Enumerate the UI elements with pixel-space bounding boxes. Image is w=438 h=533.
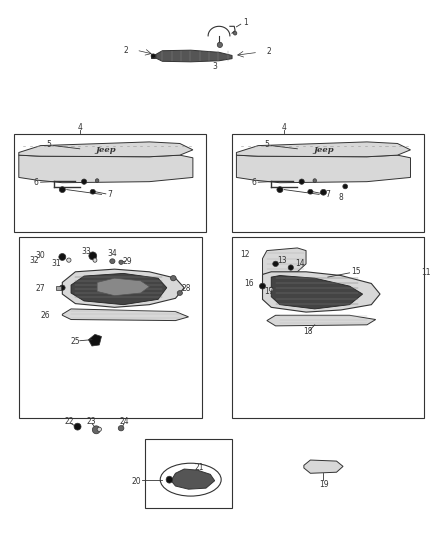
Ellipse shape: [81, 179, 87, 184]
Ellipse shape: [67, 258, 71, 262]
Text: 24: 24: [119, 417, 129, 426]
Ellipse shape: [277, 187, 283, 192]
Bar: [145, 439, 232, 508]
Ellipse shape: [288, 265, 293, 270]
Text: 5: 5: [47, 140, 52, 149]
Text: 16: 16: [245, 279, 254, 288]
Text: 28: 28: [182, 284, 191, 293]
Bar: [232, 237, 424, 418]
Ellipse shape: [269, 287, 273, 292]
Bar: [232, 134, 424, 232]
Text: 31: 31: [51, 260, 60, 268]
Ellipse shape: [119, 260, 123, 264]
Text: 30: 30: [35, 252, 46, 261]
Ellipse shape: [217, 42, 223, 47]
Ellipse shape: [308, 189, 313, 194]
Text: 27: 27: [36, 284, 46, 293]
Text: Jeep: Jeep: [95, 146, 116, 154]
Polygon shape: [262, 248, 306, 274]
Polygon shape: [237, 142, 410, 157]
Polygon shape: [267, 316, 376, 326]
Ellipse shape: [110, 259, 115, 264]
Text: 32: 32: [29, 256, 39, 265]
Ellipse shape: [151, 54, 155, 58]
Ellipse shape: [92, 426, 100, 434]
Text: 34: 34: [107, 249, 117, 258]
Text: 6: 6: [34, 178, 39, 187]
Polygon shape: [237, 155, 410, 183]
Text: 6: 6: [251, 178, 256, 187]
Polygon shape: [56, 286, 61, 290]
Ellipse shape: [299, 179, 304, 184]
Ellipse shape: [118, 425, 124, 431]
Ellipse shape: [321, 189, 326, 195]
Polygon shape: [271, 276, 363, 309]
Polygon shape: [71, 273, 167, 305]
Text: 11: 11: [421, 268, 431, 277]
Text: 33: 33: [81, 247, 91, 256]
Polygon shape: [88, 334, 102, 346]
Polygon shape: [62, 309, 188, 320]
Text: 13: 13: [277, 256, 287, 265]
Polygon shape: [304, 460, 343, 473]
Text: Jeep: Jeep: [313, 146, 334, 154]
Text: 17: 17: [264, 287, 274, 296]
Text: 20: 20: [131, 477, 141, 486]
Polygon shape: [97, 278, 149, 296]
Ellipse shape: [60, 285, 65, 290]
Text: 25: 25: [71, 337, 80, 346]
Polygon shape: [171, 469, 215, 489]
Ellipse shape: [90, 189, 95, 194]
Ellipse shape: [233, 31, 237, 35]
Text: 7: 7: [325, 190, 330, 199]
Ellipse shape: [273, 261, 279, 266]
Text: 22: 22: [64, 417, 74, 426]
Polygon shape: [262, 272, 380, 312]
Text: 3: 3: [212, 62, 217, 70]
Ellipse shape: [313, 179, 317, 182]
Polygon shape: [62, 269, 184, 308]
Ellipse shape: [170, 276, 176, 281]
Text: 23: 23: [87, 417, 96, 426]
Ellipse shape: [259, 283, 265, 289]
Ellipse shape: [166, 476, 173, 483]
Ellipse shape: [89, 252, 97, 260]
Bar: [14, 134, 206, 232]
Text: 8: 8: [339, 193, 343, 202]
Text: 19: 19: [319, 480, 329, 489]
Polygon shape: [151, 54, 155, 58]
Ellipse shape: [59, 254, 66, 261]
Ellipse shape: [97, 427, 102, 431]
Ellipse shape: [74, 423, 81, 430]
Text: 2: 2: [267, 47, 272, 56]
Text: 4: 4: [282, 123, 287, 132]
Polygon shape: [19, 142, 193, 157]
Text: 15: 15: [351, 268, 361, 276]
Text: 21: 21: [194, 464, 204, 472]
Polygon shape: [19, 155, 193, 183]
Text: 14: 14: [295, 260, 304, 268]
Bar: [19, 237, 201, 418]
Text: 18: 18: [304, 327, 313, 336]
Ellipse shape: [95, 179, 99, 182]
Text: 1: 1: [243, 18, 247, 27]
Text: 12: 12: [240, 251, 250, 260]
Polygon shape: [156, 50, 232, 62]
Ellipse shape: [343, 184, 348, 189]
Text: 4: 4: [77, 123, 82, 132]
Ellipse shape: [177, 290, 183, 295]
Ellipse shape: [59, 187, 65, 192]
Text: 2: 2: [123, 46, 128, 55]
Ellipse shape: [93, 258, 97, 262]
Text: 7: 7: [108, 190, 113, 199]
Text: 5: 5: [265, 140, 269, 149]
Text: 29: 29: [123, 257, 132, 265]
Text: 26: 26: [40, 311, 50, 320]
